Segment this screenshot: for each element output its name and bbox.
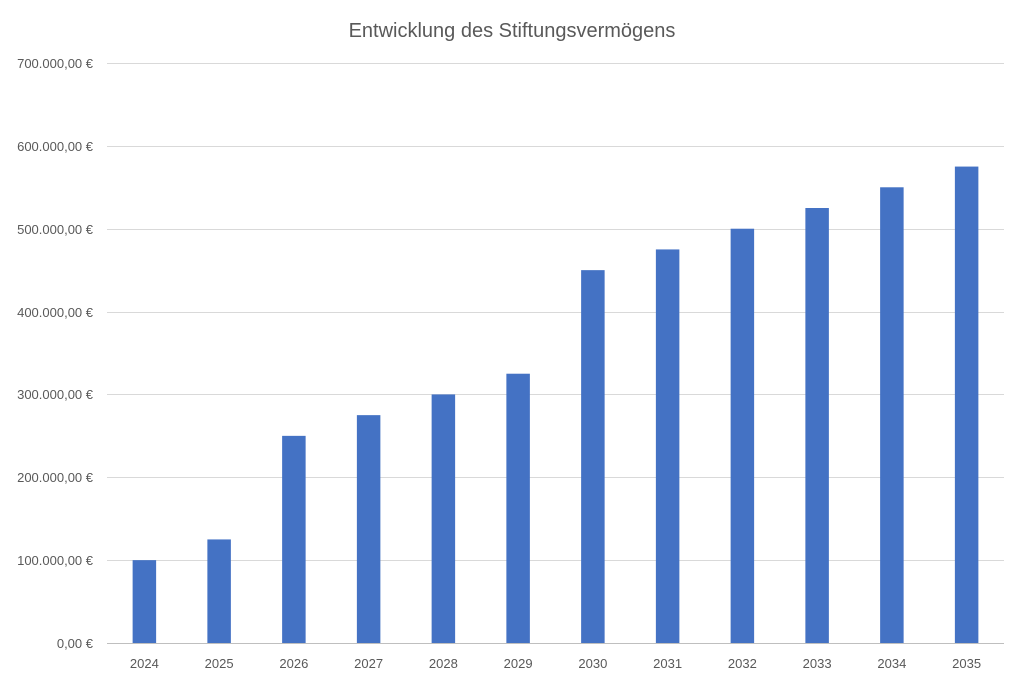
x-tick-label: 2024 xyxy=(130,656,159,671)
x-tick-label: 2029 xyxy=(504,656,533,671)
x-tick-label: 2030 xyxy=(578,656,607,671)
bar-2026 xyxy=(282,435,306,643)
x-tick-label: 2025 xyxy=(205,656,234,671)
bar-2030 xyxy=(581,270,605,643)
bar-2024 xyxy=(132,560,157,643)
bar-2029 xyxy=(506,373,530,643)
y-tick-label: 200.000,00 € xyxy=(17,470,94,485)
y-tick-label: 500.000,00 € xyxy=(17,222,94,237)
bars xyxy=(132,166,979,644)
bar-2034 xyxy=(880,187,904,644)
bar-2032 xyxy=(730,228,755,643)
bar-2027 xyxy=(356,415,381,643)
gridlines xyxy=(107,63,1004,644)
x-tick-label: 2035 xyxy=(952,656,981,671)
y-axis-tick-labels: 0,00 € 100.000,00 € 200.000,00 € 300.000,00… xyxy=(17,56,94,651)
x-tick-label: 2032 xyxy=(728,656,757,671)
y-tick-label: 300.000,00 € xyxy=(17,387,94,402)
x-axis-tick-labels: 2024 2025 2026 2027 2028 2029 2030 2031 2032 2033… xyxy=(130,656,981,671)
x-tick-label: 2033 xyxy=(803,656,832,671)
y-tick-label: 100.000,00 € xyxy=(17,553,94,568)
x-tick-label: 2027 xyxy=(354,656,383,671)
y-tick-label: 600.000,00 € xyxy=(17,139,94,154)
bar-2035 xyxy=(954,166,979,644)
bar-2025 xyxy=(207,539,231,643)
bar-2028 xyxy=(431,394,456,643)
y-tick-label: 400.000,00 € xyxy=(17,305,94,320)
bar-2031 xyxy=(655,249,680,643)
x-tick-label: 2034 xyxy=(877,656,906,671)
chart-title: Entwicklung des Stiftungsvermögens xyxy=(349,20,676,42)
y-tick-label: 0,00 € xyxy=(57,636,94,651)
x-tick-label: 2026 xyxy=(279,656,308,671)
y-tick-label: 700.000,00 € xyxy=(17,56,94,71)
bar-2033 xyxy=(805,208,829,643)
x-tick-label: 2031 xyxy=(653,656,682,671)
x-tick-label: 2028 xyxy=(429,656,458,671)
